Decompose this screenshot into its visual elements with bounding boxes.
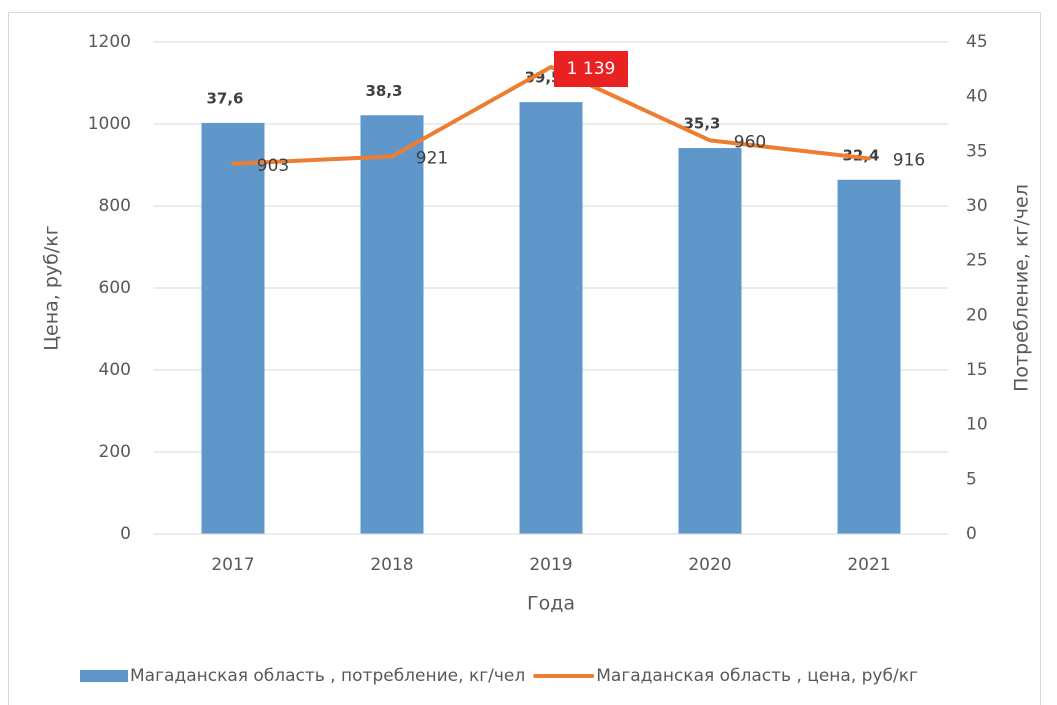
legend-label: Магаданская область , цена, руб/кг [596,666,918,686]
bar-value-label: 35,3 [683,115,720,133]
bar [837,179,901,534]
y2-tick-label: 10 [966,415,988,435]
y2-tick-label: 0 [966,524,977,544]
bar-value-label: 39,5 [524,69,561,87]
x-tick-label: 2017 [211,555,254,575]
line-value-label: 1 139 [567,59,616,79]
line [231,65,871,166]
bar [201,122,265,534]
x-tick-label: 2019 [529,555,572,575]
y-tick-label: 400 [99,360,131,380]
y-tick-label: 1000 [88,114,131,134]
y-tick-label: 0 [120,524,131,544]
bar [678,148,742,534]
legend-swatch [80,670,128,682]
y2-tick-label: 40 [966,87,988,107]
y2-tick-label: 30 [966,196,988,216]
y2-tick-label: 25 [966,251,988,271]
y-axis-title: Цена, руб/кг [41,225,63,350]
x-tick-label: 2020 [688,555,731,575]
chart-frame [8,12,1041,705]
y2-tick-label: 35 [966,141,988,161]
line-value-label: 916 [893,150,925,170]
bar [519,102,583,534]
line-value-label: 960 [734,132,766,152]
y2-tick-label: 15 [966,360,988,380]
y2-axis-title: Потребление, кг/чел [1011,184,1033,392]
bar-value-label: 38,3 [365,82,402,100]
y2-tick-label: 45 [966,32,988,52]
legend-label: Магаданская область , потребление, кг/че… [130,666,525,686]
y2-tick-label: 5 [966,469,977,489]
label-highlight [554,51,628,88]
bar [360,115,424,535]
y-tick-label: 800 [99,196,131,216]
x-tick-label: 2018 [370,555,413,575]
y-tick-label: 1200 [88,32,131,52]
x-axis-title: Года [527,593,575,615]
y-tick-label: 200 [99,442,131,462]
y-tick-label: 600 [99,278,131,298]
line-value-label: 903 [257,156,289,176]
bar-value-label: 37,6 [206,89,243,107]
y2-tick-label: 20 [966,305,988,325]
line-value-label: 921 [416,148,448,168]
x-tick-label: 2021 [847,555,890,575]
